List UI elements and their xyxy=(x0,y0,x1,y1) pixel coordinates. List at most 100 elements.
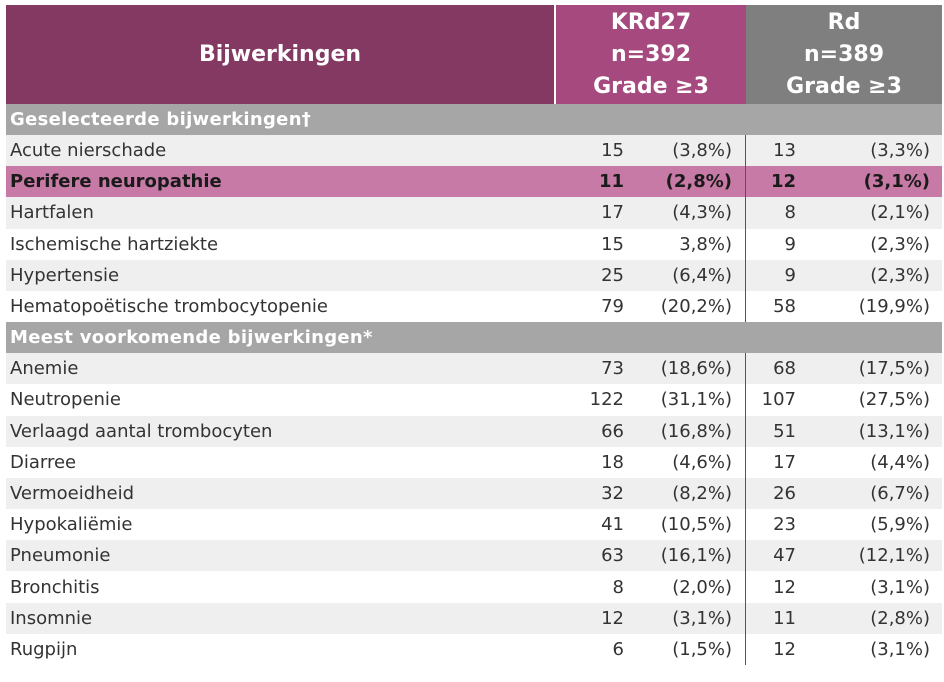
rd-count: 47 xyxy=(773,545,796,567)
section-header: Geselecteerde bijwerkingen† xyxy=(6,104,942,135)
rd-cell: 8 (2,1%) xyxy=(746,197,942,228)
rd-percent: (5,9%) xyxy=(870,514,930,536)
rd-percent: (17,5%) xyxy=(858,358,930,380)
rd-cell: 26 (6,7%) xyxy=(746,478,942,509)
krd27-percent: (1,5%) xyxy=(672,638,732,660)
rd-cell: 12 (3,1%) xyxy=(746,571,942,602)
row-label: Ischemische hartziekte xyxy=(10,233,219,255)
header-rd-line: Grade ≥3 xyxy=(786,73,902,99)
row-label: Hematopoëtische trombocytopenie xyxy=(10,296,328,318)
table-row: Verlaagd aantal trombocyten 66 (16,8%) 51 (1… xyxy=(6,415,942,447)
table-row: Bronchitis 8 (2,0%) 12 (3,1%) xyxy=(6,571,942,603)
krd27-cell: 8 (2,0%) xyxy=(554,571,746,603)
header-krd27-line: n=392 xyxy=(610,41,692,67)
rd-percent: (3,3%) xyxy=(870,140,930,162)
table-row: Hypokaliëmie 41 (10,5%) 23 (5,9%) xyxy=(6,509,942,541)
krd27-count: 18 xyxy=(601,451,624,473)
krd27-count: 79 xyxy=(601,296,624,318)
krd27-percent: (20,2%) xyxy=(660,296,732,318)
krd27-cell: 11 (2,8%) xyxy=(554,166,746,198)
table-row: Hartfalen 17 (4,3%) 8 (2,1%) xyxy=(6,197,942,229)
krd27-count: 73 xyxy=(601,358,624,380)
rd-percent: (4,4%) xyxy=(870,451,930,473)
rd-cell: 23 (5,9%) xyxy=(746,509,942,540)
rd-count: 58 xyxy=(773,296,796,318)
krd27-cell: 63 (16,1%) xyxy=(554,540,746,572)
rd-percent: (6,7%) xyxy=(870,482,930,504)
rd-percent: (2,1%) xyxy=(870,202,930,224)
rd-count: 68 xyxy=(773,358,796,380)
krd27-count: 25 xyxy=(601,264,624,286)
table-row: Hypertensie 25 (6,4%) 9 (2,3%) xyxy=(6,259,942,291)
header-rd-line: n=389 xyxy=(803,41,885,67)
krd27-count: 11 xyxy=(598,171,624,193)
table-row: Ischemische hartziekte 15 3,8%) 9 (2,3%) xyxy=(6,228,942,260)
header-krd27: KRd27 n=392 Grade ≥3 xyxy=(556,5,746,104)
krd27-count: 6 xyxy=(612,638,624,660)
krd27-cell: 6 (1,5%) xyxy=(554,633,746,665)
row-label: Bronchitis xyxy=(10,576,100,598)
rd-count: 26 xyxy=(773,482,796,504)
rd-percent: (3,1%) xyxy=(863,171,930,193)
rd-cell: 12 (3,1%) xyxy=(746,634,942,665)
krd27-cell: 25 (6,4%) xyxy=(554,259,746,291)
krd27-cell: 41 (10,5%) xyxy=(554,509,746,541)
rd-count: 11 xyxy=(773,607,796,629)
row-label: Neutropenie xyxy=(10,389,122,411)
rd-cell: 12 (3,1%) xyxy=(746,166,942,197)
row-label: Acute nierschade xyxy=(10,140,167,162)
row-label: Hypokaliëmie xyxy=(10,514,133,536)
rd-cell: 58 (19,9%) xyxy=(746,291,942,322)
row-label: Anemie xyxy=(10,358,79,380)
krd27-percent: (10,5%) xyxy=(660,514,732,536)
krd27-count: 122 xyxy=(589,389,624,411)
krd27-percent: 3,8%) xyxy=(679,233,732,255)
rd-cell: 9 (2,3%) xyxy=(746,260,942,291)
krd27-count: 17 xyxy=(601,202,624,224)
krd27-count: 63 xyxy=(601,545,624,567)
krd27-cell: 32 (8,2%) xyxy=(554,477,746,510)
rd-cell: 17 (4,4%) xyxy=(746,447,942,478)
rd-percent: (2,8%) xyxy=(870,607,930,629)
row-label: Verlaagd aantal trombocyten xyxy=(10,420,273,442)
table-row: Anemie 73 (18,6%) 68 (17,5%) xyxy=(6,353,942,385)
row-label: Hartfalen xyxy=(10,202,94,224)
krd27-percent: (16,1%) xyxy=(660,545,732,567)
table-row: Acute nierschade 15 (3,8%) 13 (3,3%) xyxy=(6,135,942,167)
row-label: Diarree xyxy=(10,451,77,473)
krd27-cell: 122 (31,1%) xyxy=(554,384,746,416)
krd27-cell: 15 3,8%) xyxy=(554,228,746,260)
section-header: Meest voorkomende bijwerkingen* xyxy=(6,322,942,354)
table-header: Bijwerkingen KRd27 n=392 Grade ≥3 Rd n=3… xyxy=(6,5,942,104)
krd27-count: 15 xyxy=(601,140,624,162)
krd27-count: 41 xyxy=(601,514,624,536)
rd-count: 51 xyxy=(773,420,796,442)
rd-count: 107 xyxy=(761,389,796,411)
header-bijwerkingen: Bijwerkingen xyxy=(6,5,554,104)
table-row: Vermoeidheid 32 (8,2%) 26 (6,7%) xyxy=(6,477,942,510)
krd27-percent: (2,8%) xyxy=(665,171,732,193)
rd-cell: 51 (13,1%) xyxy=(746,416,942,447)
krd27-percent: (18,6%) xyxy=(660,358,732,380)
krd27-count: 32 xyxy=(601,482,624,504)
rd-percent: (3,1%) xyxy=(870,576,930,598)
krd27-percent: (3,8%) xyxy=(672,140,732,162)
rd-count: 9 xyxy=(784,233,796,255)
row-label: Vermoeidheid xyxy=(10,482,135,504)
header-krd27-line: KRd27 xyxy=(610,9,692,35)
rd-percent: (2,3%) xyxy=(870,264,930,286)
krd27-percent: (4,3%) xyxy=(672,202,732,224)
krd27-percent: (31,1%) xyxy=(660,389,732,411)
rd-cell: 47 (12,1%) xyxy=(746,540,942,571)
table-row: Neutropenie 122 (31,1%) 107 (27,5%) xyxy=(6,384,942,416)
row-label: Hypertensie xyxy=(10,264,120,286)
rd-count: 17 xyxy=(773,451,796,473)
header-krd27-line: Grade ≥3 xyxy=(593,73,709,99)
krd27-count: 15 xyxy=(601,233,624,255)
rd-cell: 9 (2,3%) xyxy=(746,229,942,260)
table-row: Insomnie 12 (3,1%) 11 (2,8%) xyxy=(6,602,942,634)
krd27-cell: 15 (3,8%) xyxy=(554,135,746,167)
krd27-percent: (8,2%) xyxy=(672,482,732,504)
rd-percent: (13,1%) xyxy=(858,420,930,442)
row-label: Pneumonie xyxy=(10,545,111,567)
